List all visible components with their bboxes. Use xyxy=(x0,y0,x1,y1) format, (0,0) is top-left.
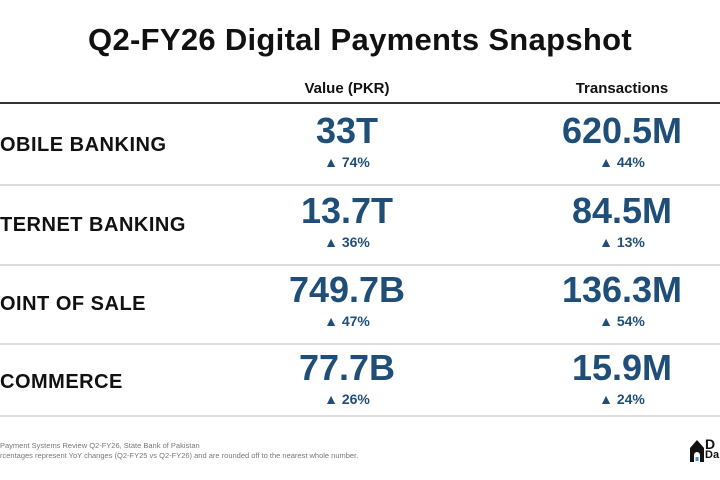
value-change: ▲ 36% xyxy=(324,234,370,250)
footnote: rcentages represent YoY changes (Q2-FY25… xyxy=(0,451,359,460)
row-label: OBILE BANKING xyxy=(0,134,167,156)
value-figure: 77.7B xyxy=(298,347,396,388)
column-header-transactions: Transactions xyxy=(575,80,669,97)
value-figure: 13.7T xyxy=(300,190,394,231)
value-figure: 749.7B xyxy=(288,269,406,310)
table-row: TERNET BANKING 13.7T ▲ 36% 84.5M ▲ 13% xyxy=(0,186,720,266)
transactions-figure: 84.5M xyxy=(571,190,673,231)
row-label: OINT OF SALE xyxy=(0,293,146,315)
transactions-change: ▲ 24% xyxy=(599,391,645,407)
table-row: OBILE BANKING 33T ▲ 74% 620.5M ▲ 44% xyxy=(0,106,720,186)
value-change: ▲ 74% xyxy=(324,154,370,170)
transactions-change: ▲ 54% xyxy=(599,313,645,329)
page-title: Q2-FY26 Digital Payments Snapshot xyxy=(88,22,632,57)
logo-text-top: D xyxy=(705,436,716,452)
house-icon xyxy=(690,440,704,462)
logo-text-bottom: Da xyxy=(705,449,720,461)
row-label: TERNET BANKING xyxy=(0,214,186,236)
transactions-figure: 15.9M xyxy=(571,347,673,388)
value-change: ▲ 47% xyxy=(324,313,370,329)
source-note: Payment Systems Review Q2-FY26, State Ba… xyxy=(0,441,200,450)
row-label: COMMERCE xyxy=(0,371,123,393)
transactions-change: ▲ 13% xyxy=(599,234,645,250)
table-row: OINT OF SALE 749.7B ▲ 47% 136.3M ▲ 54% xyxy=(0,265,720,345)
transactions-figure: 136.3M xyxy=(561,269,683,310)
transactions-change: ▲ 44% xyxy=(599,154,645,170)
transactions-figure: 620.5M xyxy=(561,110,683,151)
header-divider xyxy=(0,102,720,104)
column-header-value: Value (PKR) xyxy=(304,80,390,97)
table-row: COMMERCE 77.7B ▲ 26% 15.9M ▲ 24% xyxy=(0,343,720,417)
value-figure: 33T xyxy=(315,110,379,151)
value-change: ▲ 26% xyxy=(324,391,370,407)
brand-logo: D Da xyxy=(690,436,720,462)
